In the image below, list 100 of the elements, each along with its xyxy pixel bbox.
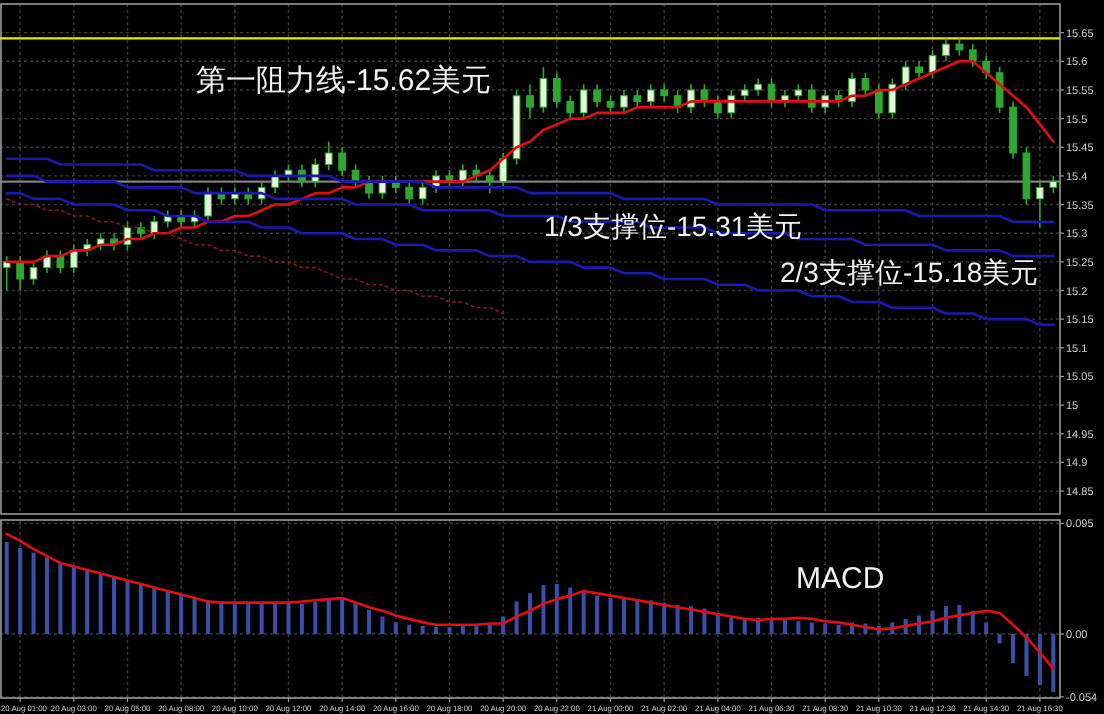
bar: [984, 622, 989, 635]
annotation: MACD: [796, 562, 885, 596]
bar: [662, 602, 667, 635]
bar: [232, 602, 237, 635]
bar: [447, 627, 452, 635]
candlestick: [56, 249, 65, 275]
bar: [527, 593, 533, 635]
bar: [299, 603, 304, 635]
bar: [474, 625, 479, 635]
bar: [165, 590, 170, 635]
candlestick: [1036, 180, 1044, 229]
annotation: 第一阻力线-15.62美元: [196, 64, 492, 98]
bar: [487, 624, 492, 635]
candlestick: [204, 186, 212, 223]
bar: [541, 585, 546, 635]
bar: [219, 602, 224, 635]
bar: [729, 617, 734, 635]
bar: [326, 599, 331, 635]
bar: [1051, 634, 1056, 693]
candlestick: [646, 83, 655, 108]
bar: [581, 592, 586, 635]
candlestick: [928, 49, 937, 80]
candlestick: [150, 215, 159, 240]
candlestick: [1022, 146, 1031, 206]
line-series: [5, 532, 1055, 671]
bar: [313, 601, 318, 635]
bar: [71, 566, 76, 635]
candlestick: [2, 255, 11, 292]
bar: [568, 587, 573, 635]
bar: [420, 625, 425, 635]
bar: [554, 583, 559, 635]
candlestick: [700, 83, 709, 108]
bar: [635, 599, 640, 635]
candlestick: [271, 169, 279, 194]
bar: [18, 547, 23, 635]
candlestick: [593, 83, 601, 108]
bar: [58, 561, 63, 635]
candlestick: [526, 83, 534, 120]
line-series: [5, 174, 1055, 258]
bar: [286, 602, 291, 635]
candlestick: [1009, 100, 1017, 160]
bar: [340, 597, 345, 635]
bar: [407, 624, 412, 635]
bar: [648, 600, 653, 635]
bar: [125, 580, 130, 635]
bar: [393, 622, 398, 635]
line-series: [5, 198, 504, 315]
candlestick: [485, 169, 494, 194]
candlestick: [378, 175, 387, 200]
bar: [742, 618, 747, 635]
candlestick: [888, 77, 897, 120]
bar: [85, 570, 90, 635]
bar: [273, 602, 278, 635]
candlestick: [901, 60, 910, 91]
bar: [246, 603, 251, 635]
bar: [608, 597, 613, 635]
bar: [205, 600, 210, 635]
bar: [823, 623, 828, 635]
bar: [595, 595, 600, 635]
candlestick: [995, 66, 1004, 114]
bar: [782, 618, 787, 635]
bar: [259, 603, 264, 635]
bar: [836, 624, 841, 635]
candlestick: [29, 261, 38, 286]
candlestick: [767, 77, 776, 108]
candlestick: [875, 83, 883, 120]
bar: [1037, 634, 1042, 686]
bar: [179, 594, 184, 635]
bar: [434, 627, 439, 635]
candlestick: [405, 180, 414, 206]
bar: [997, 634, 1002, 644]
candlestick: [942, 37, 950, 63]
bar: [353, 602, 358, 635]
candlestick: [620, 89, 628, 114]
bar: [366, 609, 371, 635]
candlestick: [566, 94, 575, 120]
candlestick: [69, 243, 78, 275]
candlestick: [539, 66, 548, 114]
candlestick: [861, 71, 870, 97]
bar: [112, 577, 117, 635]
candlestick: [338, 146, 347, 177]
bar: [514, 601, 519, 635]
bar: [1024, 634, 1029, 676]
candlestick: [311, 157, 320, 189]
candlestick: [418, 180, 427, 206]
bar: [4, 542, 9, 635]
candlestick: [552, 71, 561, 108]
bar: [809, 622, 814, 635]
bar: [1011, 634, 1016, 664]
candlestick: [968, 43, 977, 68]
bar: [621, 599, 626, 635]
candlestick: [848, 71, 856, 108]
annotation: 2/3支撑位-15.18美元: [780, 256, 1039, 288]
line-series: [5, 191, 1055, 327]
candlestick: [579, 83, 588, 120]
bar: [31, 552, 36, 635]
bar: [44, 557, 49, 635]
bar: [769, 618, 774, 635]
bar: [152, 587, 157, 635]
candlestick: [324, 140, 333, 171]
